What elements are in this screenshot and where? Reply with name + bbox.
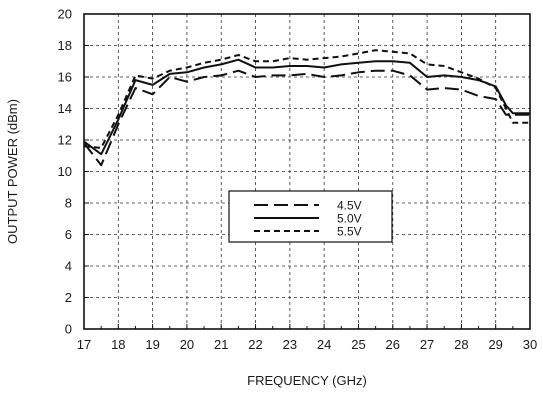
y-tick-label: 8 <box>65 196 72 211</box>
x-tick-label: 18 <box>111 337 125 352</box>
grid <box>84 14 530 329</box>
legend-box <box>228 190 393 243</box>
x-tick-label: 25 <box>351 337 365 352</box>
x-tick-label: 26 <box>386 337 400 352</box>
legend-label: 5.5V <box>337 225 362 239</box>
x-tick-label: 21 <box>214 337 228 352</box>
y-tick-label: 18 <box>58 38 72 53</box>
y-tick-label: 16 <box>58 70 72 85</box>
x-tick-label: 20 <box>180 337 194 352</box>
y-tick-label: 14 <box>58 101 72 116</box>
legend-label: 4.5V <box>337 199 362 213</box>
x-tick-label: 28 <box>454 337 468 352</box>
series-group <box>83 49 530 167</box>
y-axis-title: OUTPUT POWER (dBm) <box>5 99 20 244</box>
x-axis-tick-labels: 17 18 19 20 21 22 23 24 25 26 27 28 29 30 <box>77 337 537 352</box>
series-line-5-0v <box>83 58 530 156</box>
x-tick-label: 27 <box>420 337 434 352</box>
x-tick-label: 23 <box>283 337 297 352</box>
x-axis-title: FREQUENCY (GHz) <box>247 373 367 388</box>
legend-label: 5.0V <box>337 212 362 226</box>
series-line-5-5v <box>83 49 530 149</box>
series-line-4-5v <box>83 69 530 167</box>
x-tick-label: 17 <box>77 337 91 352</box>
y-tick-label: 2 <box>65 290 72 305</box>
y-tick-label: 20 <box>58 7 72 22</box>
y-tick-label: 4 <box>65 259 72 274</box>
y-tick-label: 12 <box>58 133 72 148</box>
legend: 4.5V5.0V5.5V <box>228 190 393 243</box>
y-axis-tick-labels: 0 2 4 6 8 10 12 14 16 18 20 <box>58 7 72 337</box>
x-tick-label: 30 <box>523 337 537 352</box>
y-tick-label: 6 <box>65 227 72 242</box>
x-tick-label: 22 <box>248 337 262 352</box>
x-tick-label: 19 <box>145 337 159 352</box>
y-tick-label: 10 <box>58 164 72 179</box>
y-tick-label: 0 <box>65 322 72 337</box>
x-tick-label: 29 <box>488 337 502 352</box>
axis-ticks <box>83 13 531 330</box>
x-tick-label: 24 <box>317 337 331 352</box>
